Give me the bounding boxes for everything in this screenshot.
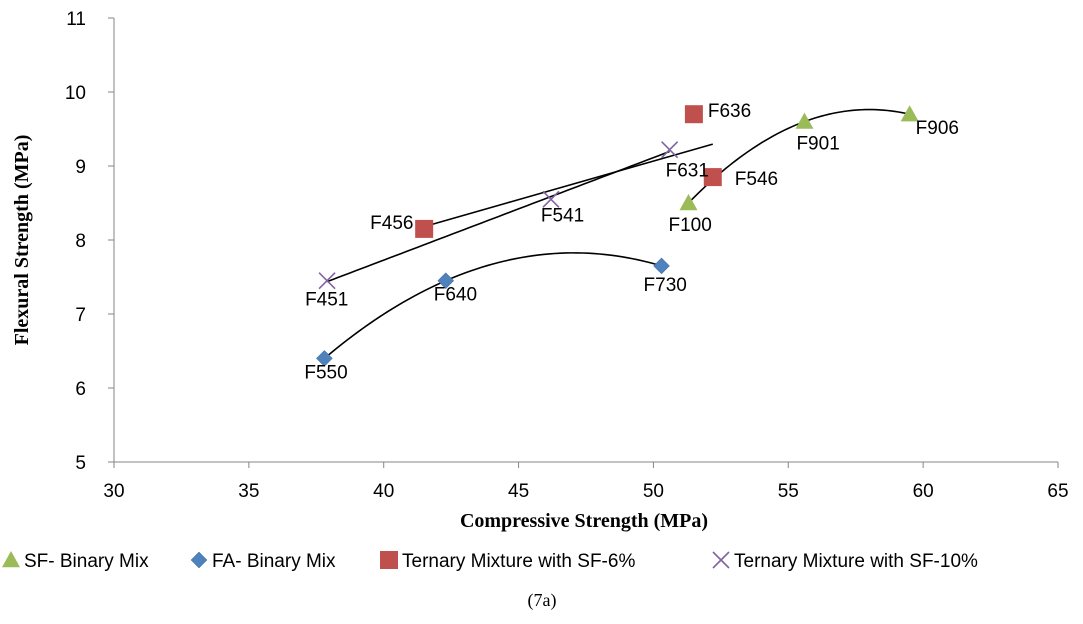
figure-caption: (7a) (528, 590, 557, 611)
data-label: F640 (434, 285, 477, 306)
legend-marker (191, 552, 207, 568)
legend-marker (2, 551, 20, 567)
data-label: F451 (305, 290, 348, 311)
data-point (662, 142, 678, 158)
data-point (319, 273, 335, 289)
x-tick-labels: 30 35 40 45 50 55 60 65 (103, 462, 1068, 502)
legend-marker (713, 552, 729, 568)
x-tick-label: 40 (373, 481, 394, 502)
y-tick-label: 11 (66, 9, 86, 30)
x-tick-label: 35 (238, 481, 259, 502)
y-tick-label: 7 (75, 305, 86, 326)
data-label: F906 (916, 118, 959, 139)
data-label: F636 (708, 101, 751, 122)
data-label: F550 (304, 362, 347, 383)
y-tick-label: 5 (75, 453, 86, 474)
x-tick-label: 55 (778, 481, 799, 502)
data-label: F456 (370, 213, 413, 234)
x-tick-label: 65 (1047, 481, 1068, 502)
y-tick-label: 6 (75, 379, 86, 400)
data-point (654, 258, 670, 274)
data-labels: F100 F901 F906 F550 F640 F730 F456 F636 F546 F451… (304, 101, 959, 383)
y-axis-title: Flexural Strength (MPa) (11, 135, 33, 346)
x-tick-label: 30 (103, 481, 124, 502)
axes (114, 18, 1058, 462)
y-tick-label: 9 (75, 157, 86, 178)
x-tick-label: 60 (913, 481, 934, 502)
data-point (685, 105, 703, 123)
y-tick-labels: 5 6 7 8 9 10 11 (65, 9, 114, 474)
trendline (324, 253, 661, 359)
data-label: F901 (796, 134, 839, 155)
data-label: F541 (541, 205, 584, 226)
legend-label: SF- Binary Mix (24, 551, 149, 572)
data-point (415, 220, 433, 238)
y-tick-label: 10 (65, 83, 86, 104)
data-label: F730 (644, 275, 687, 296)
legend-label: Ternary Mixture with SF-10% (734, 551, 978, 572)
x-tick-label: 50 (643, 481, 664, 502)
data-point (795, 113, 813, 129)
legend-label: FA- Binary Mix (212, 551, 336, 572)
legend: SF- Binary Mix FA- Binary Mix Ternary Mixt… (2, 551, 978, 572)
legend-label: Ternary Mixture with SF-6% (402, 551, 635, 572)
data-label: F546 (735, 169, 778, 190)
legend-marker (380, 551, 398, 569)
data-label: F631 (666, 161, 709, 182)
data-label: F100 (668, 215, 711, 236)
y-tick-label: 8 (75, 231, 86, 252)
x-tick-label: 45 (508, 481, 529, 502)
x-axis-title: Compressive Strength (MPa) (460, 510, 708, 532)
